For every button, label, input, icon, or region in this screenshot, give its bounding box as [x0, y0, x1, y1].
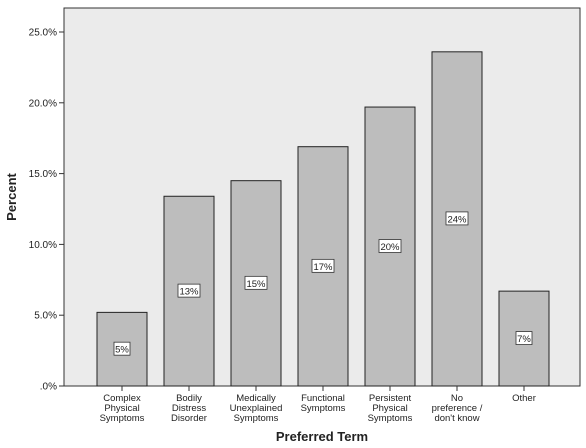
y-tick-label: .0% [40, 382, 57, 393]
bars: 5% 13% 15% 17% 20% 24% 7% [96, 51, 550, 387]
x-tick-label: Bodily Distress Disorder [171, 393, 207, 424]
y-axis-title: Percent [4, 172, 19, 220]
data-label: 15% [246, 279, 266, 290]
x-tick-label: Functional Symptoms [301, 393, 346, 414]
data-label: 17% [313, 262, 333, 273]
bar-group: 13% [163, 195, 215, 387]
data-label-box [244, 275, 268, 290]
data-label-box [113, 341, 131, 356]
data-label-box [177, 283, 201, 298]
x-tick-label: No preference / don't know [432, 393, 483, 424]
data-label: 13% [179, 287, 199, 298]
y-tick-label: 25.0% [29, 28, 57, 39]
data-label-box [515, 331, 533, 345]
bar-group: 7% [498, 290, 550, 387]
x-axis-title: Preferred Term [276, 429, 368, 444]
data-label: 20% [380, 242, 400, 253]
data-label-box [378, 239, 402, 253]
x-axis: Complex Physical Symptoms Bodily Distress Dis… [100, 386, 536, 424]
bar-group: 24% [431, 51, 483, 387]
data-label: 24% [447, 214, 467, 225]
x-tick-label: Other [512, 393, 536, 404]
y-tick-label: 15.0% [29, 169, 57, 180]
bar-group: 20% [364, 106, 416, 387]
bar-group: 17% [297, 146, 349, 387]
data-label-box [445, 211, 469, 226]
y-tick-label: 20.0% [29, 98, 57, 109]
data-label-box [311, 258, 335, 273]
bar-group: 15% [230, 180, 282, 387]
y-tick-label: 5.0% [34, 311, 57, 322]
y-axis: .0% 5.0% 10.0% 15.0% 20.0% 25.0% [29, 28, 64, 393]
y-tick-label: 10.0% [29, 240, 57, 251]
bar [498, 290, 550, 387]
bar-group: 5% [96, 311, 148, 387]
x-tick-label: Medically Unexplained Symptoms [230, 393, 283, 424]
data-label: 7% [517, 334, 531, 345]
data-label: 5% [115, 345, 129, 356]
x-tick-label: Complex Physical Symptoms [100, 393, 145, 424]
x-tick-label: Persistent Physical Symptoms [368, 393, 413, 424]
